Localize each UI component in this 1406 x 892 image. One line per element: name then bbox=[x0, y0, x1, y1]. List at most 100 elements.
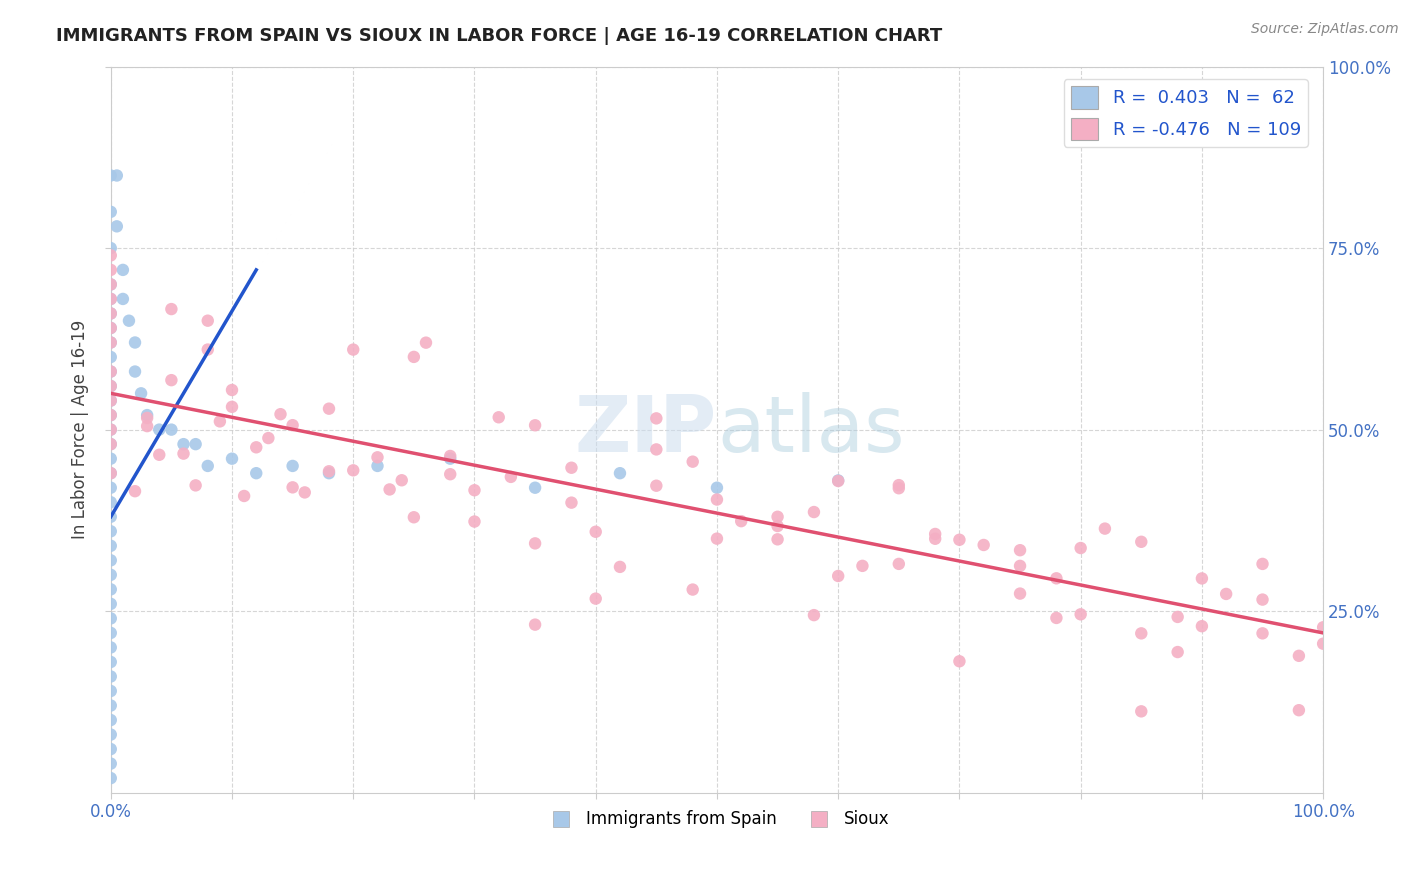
Point bbox=[499, 470, 522, 484]
Point bbox=[100, 713, 122, 727]
Point bbox=[803, 505, 825, 519]
Point bbox=[803, 608, 825, 623]
Point bbox=[136, 408, 159, 422]
Point bbox=[887, 557, 910, 571]
Point bbox=[160, 423, 183, 437]
Point bbox=[1251, 592, 1274, 607]
Point bbox=[682, 582, 704, 597]
Point bbox=[560, 460, 582, 475]
Text: Source: ZipAtlas.com: Source: ZipAtlas.com bbox=[1251, 22, 1399, 37]
Point bbox=[197, 314, 219, 328]
Point bbox=[366, 450, 388, 465]
Point bbox=[1045, 611, 1067, 625]
Point bbox=[197, 343, 219, 357]
Point bbox=[342, 343, 364, 357]
Point bbox=[1167, 645, 1189, 659]
Point bbox=[524, 536, 547, 550]
Point bbox=[100, 365, 122, 379]
Point bbox=[100, 423, 122, 437]
Point bbox=[402, 350, 425, 364]
Point bbox=[197, 458, 219, 473]
Point bbox=[100, 263, 122, 277]
Point bbox=[100, 277, 122, 292]
Point bbox=[924, 527, 946, 541]
Point bbox=[124, 335, 146, 350]
Point bbox=[1008, 543, 1031, 558]
Point bbox=[1288, 703, 1310, 717]
Point bbox=[100, 321, 122, 335]
Point bbox=[105, 219, 128, 234]
Point bbox=[1008, 558, 1031, 573]
Point bbox=[100, 553, 122, 567]
Point bbox=[233, 489, 256, 503]
Y-axis label: In Labor Force | Age 16-19: In Labor Force | Age 16-19 bbox=[72, 320, 89, 540]
Point bbox=[463, 483, 485, 498]
Point bbox=[184, 478, 207, 492]
Point bbox=[1167, 610, 1189, 624]
Point bbox=[100, 509, 122, 524]
Legend: Immigrants from Spain, Sioux: Immigrants from Spain, Sioux bbox=[538, 804, 896, 835]
Point bbox=[609, 466, 631, 480]
Point bbox=[1008, 586, 1031, 600]
Point bbox=[1130, 626, 1153, 640]
Point bbox=[100, 335, 122, 350]
Point bbox=[100, 204, 122, 219]
Point bbox=[706, 532, 728, 546]
Point bbox=[100, 742, 122, 756]
Point bbox=[766, 509, 789, 524]
Point bbox=[100, 393, 122, 408]
Point bbox=[1288, 648, 1310, 663]
Point bbox=[827, 474, 849, 488]
Point bbox=[100, 626, 122, 640]
Point bbox=[488, 410, 510, 425]
Point bbox=[100, 437, 122, 451]
Point bbox=[100, 365, 122, 379]
Point bbox=[136, 419, 159, 434]
Point bbox=[281, 418, 304, 433]
Point bbox=[524, 418, 547, 433]
Point bbox=[173, 437, 195, 451]
Point bbox=[1191, 619, 1213, 633]
Point bbox=[100, 466, 122, 480]
Point bbox=[148, 448, 170, 462]
Point bbox=[100, 292, 122, 306]
Point bbox=[100, 393, 122, 408]
Point bbox=[645, 479, 668, 493]
Point bbox=[129, 386, 152, 401]
Point bbox=[1312, 637, 1334, 651]
Point bbox=[463, 515, 485, 529]
Point bbox=[100, 655, 122, 669]
Point bbox=[100, 640, 122, 655]
Point bbox=[1045, 571, 1067, 585]
Point bbox=[1094, 522, 1116, 536]
Point bbox=[318, 466, 340, 480]
Point bbox=[1130, 534, 1153, 549]
Point bbox=[827, 569, 849, 583]
Point bbox=[100, 379, 122, 393]
Point bbox=[100, 321, 122, 335]
Point bbox=[100, 423, 122, 437]
Text: IMMIGRANTS FROM SPAIN VS SIOUX IN LABOR FORCE | AGE 16-19 CORRELATION CHART: IMMIGRANTS FROM SPAIN VS SIOUX IN LABOR … bbox=[56, 27, 942, 45]
Point bbox=[439, 467, 461, 482]
Point bbox=[281, 458, 304, 473]
Point bbox=[100, 169, 122, 183]
Point bbox=[1191, 571, 1213, 585]
Point bbox=[100, 379, 122, 393]
Point bbox=[766, 533, 789, 547]
Point bbox=[645, 411, 668, 425]
Point bbox=[609, 560, 631, 574]
Point bbox=[1251, 557, 1274, 571]
Point bbox=[682, 455, 704, 469]
Point bbox=[524, 481, 547, 495]
Point bbox=[887, 478, 910, 492]
Point bbox=[730, 514, 752, 528]
Text: ZIP: ZIP bbox=[575, 392, 717, 467]
Point bbox=[1070, 607, 1092, 622]
Point bbox=[100, 248, 122, 262]
Point bbox=[100, 567, 122, 582]
Point bbox=[100, 669, 122, 683]
Point bbox=[100, 582, 122, 597]
Point bbox=[645, 442, 668, 457]
Point bbox=[100, 408, 122, 422]
Point bbox=[208, 414, 231, 428]
